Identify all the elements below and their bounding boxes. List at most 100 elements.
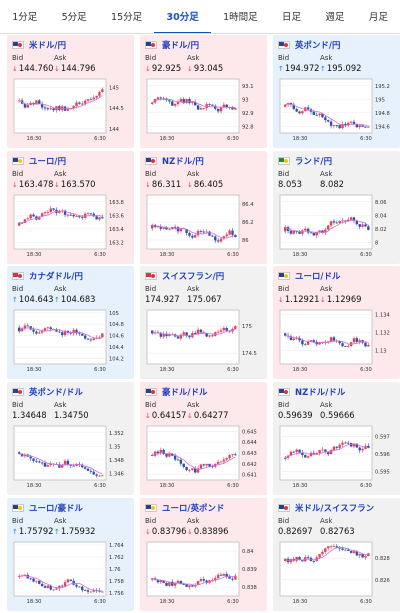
candle-body (327, 546, 330, 549)
tab-6[interactable]: 週足 (325, 12, 345, 23)
currency-pair-name[interactable]: ユーロ/円 (29, 156, 67, 166)
rate-card[interactable]: スイスフラン/円 Bid Ask 174.927 175.067 175 174.… (140, 266, 267, 379)
mini-chart[interactable]: 0.645 0.644 0.643 0.642 0.641 18:30 6:30 (145, 424, 262, 492)
ask-price: 0.83896 (193, 526, 229, 536)
moving-average-line (19, 210, 103, 224)
rate-card[interactable]: ユーロ/英ポンド Bid Ask ↓0.83796 ↓0.83896 0.84 0… (140, 498, 267, 611)
ask-label: Ask (187, 285, 200, 293)
mini-chart[interactable]: 93.1 93 92.9 92.8 18:30 6:30 (145, 77, 262, 145)
tab-5[interactable]: 日足 (282, 12, 302, 23)
mini-chart[interactable]: 195.2 195 194.8 194.6 18:30 6:30 (278, 77, 395, 145)
flag-icon (278, 504, 290, 512)
chart-svg: 195.2 195 194.8 194.6 18:30 6:30 (279, 78, 390, 142)
mini-chart[interactable]: 1.134 1.132 1.13 18:30 6:30 (278, 308, 395, 376)
candle-body (284, 333, 287, 336)
y-tick-label: 1.346 (109, 471, 124, 477)
candle-body (225, 573, 228, 577)
rate-card[interactable]: 米ドル/スイスフラン Bid Ask 0.82697 0.82763 0.828… (273, 498, 400, 611)
rate-card[interactable]: ランド/円 Bid Ask 8.053 8.082 8.06 8.04 8.02 8 1… (273, 151, 400, 264)
rate-card[interactable]: NZドル/円 Bid Ask ↓86.311 ↓86.405 86.4 86.2 8… (140, 151, 267, 264)
currency-pair-name[interactable]: ユーロ/英ポンド (162, 503, 225, 513)
candle-body (23, 325, 27, 329)
currency-pair-name[interactable]: ユーロ/豪ドル (29, 503, 84, 513)
rate-card[interactable]: 英ポンド/円 Bid Ask ↑194.972 ↑195.092 195.2 19… (273, 35, 400, 148)
rate-card[interactable]: カナダドル/円 Bid Ask ↑104.643 ↑104.683 105 104… (7, 266, 134, 379)
candle-body (295, 108, 298, 112)
mini-chart[interactable]: 8.06 8.04 8.02 8 18:30 6:30 (278, 193, 395, 261)
candle-body (63, 330, 67, 336)
tab-1[interactable]: 5分足 (61, 12, 87, 23)
candle-body (188, 335, 191, 338)
rate-card[interactable]: 豪ドル/ドル Bid Ask ↓0.64157 ↓0.64277 0.645 0.… (140, 382, 267, 495)
moving-average-line (285, 546, 369, 561)
currency-pair-name[interactable]: NZドル/円 (162, 156, 204, 166)
bid-value: ↑1.75792 (12, 526, 54, 536)
mini-chart[interactable]: 0.597 0.596 0.595 18:30 6:30 (278, 424, 395, 492)
mini-chart[interactable]: 163.8 163.6 163.4 163.2 18:30 6:30 (12, 193, 129, 261)
mini-chart[interactable]: 86.4 86.2 86 18:30 6:30 (145, 193, 262, 261)
candle-body (101, 217, 104, 219)
tab-2[interactable]: 15分足 (111, 12, 143, 23)
tab-3[interactable]: 30分足 (154, 0, 211, 34)
rate-card[interactable]: 豪ドル/円 Bid Ask ↓92.925 ↓93.045 93.1 93 92.9… (140, 35, 267, 148)
candle-body (182, 463, 185, 467)
currency-pair-name[interactable]: 豪ドル/円 (162, 40, 200, 50)
candle-body (81, 586, 84, 591)
currency-pair-name[interactable]: ユーロ/ドル (295, 271, 341, 281)
y-tick-label: 175 (242, 324, 252, 330)
tab-7[interactable]: 月足 (368, 12, 388, 23)
bid-label: Bid (278, 401, 290, 409)
currency-pair-name[interactable]: 米ドル/スイスフラン (295, 503, 375, 513)
chart-svg: 163.8 163.6 163.4 163.2 18:30 6:30 (13, 194, 125, 258)
candle-body (332, 221, 336, 223)
mini-chart[interactable]: 1.764 1.762 1.76 1.758 1.756 18:30 6:30 (12, 540, 129, 608)
candle-body (165, 454, 168, 457)
ask-label: Ask (54, 401, 67, 409)
candle-body (194, 332, 197, 334)
mini-chart[interactable]: 0.828 0.826 18:30 6:30 (278, 540, 395, 608)
candle-body (35, 100, 38, 105)
mini-chart[interactable]: 0.84 0.839 0.838 18:30 6:30 (145, 540, 262, 608)
currency-pair-name[interactable]: 英ポンド/ドル (29, 387, 84, 397)
tab-0[interactable]: 1分足 (12, 12, 38, 23)
mini-chart[interactable]: 1.352 1.35 1.348 1.346 18:30 6:30 (12, 424, 129, 492)
rate-card[interactable]: ユーロ/豪ドル Bid Ask ↑1.75792 ↑1.75932 1.764 1… (7, 498, 134, 611)
currency-pair-name[interactable]: カナダドル/円 (29, 271, 84, 281)
candle-body (338, 341, 341, 344)
candle-body (295, 338, 298, 339)
flag-icon (145, 388, 157, 396)
currency-pair-name[interactable]: 豪ドル/ドル (162, 387, 208, 397)
candle-body (38, 100, 41, 104)
rate-card[interactable]: ユーロ/円 Bid Ask ↓163.478 ↓163.570 163.8 163… (7, 151, 134, 264)
currency-pair-name[interactable]: ランド/円 (295, 156, 333, 166)
candle-body (234, 234, 237, 238)
candle-body (81, 217, 84, 218)
candle-body (49, 208, 52, 213)
bid-label: Bid (12, 401, 24, 409)
mini-chart[interactable]: 105 104.8 104.6 104.4 104.2 18:30 6:30 (12, 308, 129, 376)
candle-body (52, 589, 55, 591)
bid-price: 104.643 (18, 294, 54, 304)
bid-value: ↓0.83796 (145, 526, 187, 536)
mini-chart[interactable]: 175 174.5 18:30 6:30 (145, 308, 262, 376)
currency-pair-name[interactable]: NZドル/ドル (295, 387, 346, 397)
candle-body (219, 574, 223, 576)
ask-value: ↓0.64277 (187, 410, 229, 420)
rate-card[interactable]: 英ポンド/ドル Bid Ask 1.34648 1.34750 1.352 1.3… (7, 382, 134, 495)
rate-card[interactable]: 米ドル/円 Bid Ask ↓144.760 ↓144.796 145 144.5… (7, 35, 134, 148)
candle-body (40, 462, 44, 464)
currency-pair-name[interactable]: スイスフラン/円 (162, 271, 225, 281)
candle-body (81, 333, 84, 336)
currency-pair-name[interactable]: 米ドル/円 (29, 40, 67, 50)
candle-body (298, 449, 301, 453)
bid-value: ↓163.478 (12, 179, 54, 189)
currency-pair-name[interactable]: 英ポンド/円 (295, 40, 341, 50)
candle-body (63, 460, 67, 465)
candle-body (202, 332, 205, 334)
rate-card[interactable]: ユーロ/ドル Bid Ask ↓1.12921 ↓1.12969 1.134 1.… (273, 266, 400, 379)
tab-4[interactable]: 1時間足 (223, 12, 258, 23)
rate-card[interactable]: NZドル/ドル Bid Ask 0.59639 0.59666 0.597 0.5… (273, 382, 400, 495)
trend-arrow-icon: ↑ (54, 296, 60, 304)
candle-body (86, 99, 90, 101)
mini-chart[interactable]: 145 144.5 144 18:30 6:30 (12, 77, 129, 145)
